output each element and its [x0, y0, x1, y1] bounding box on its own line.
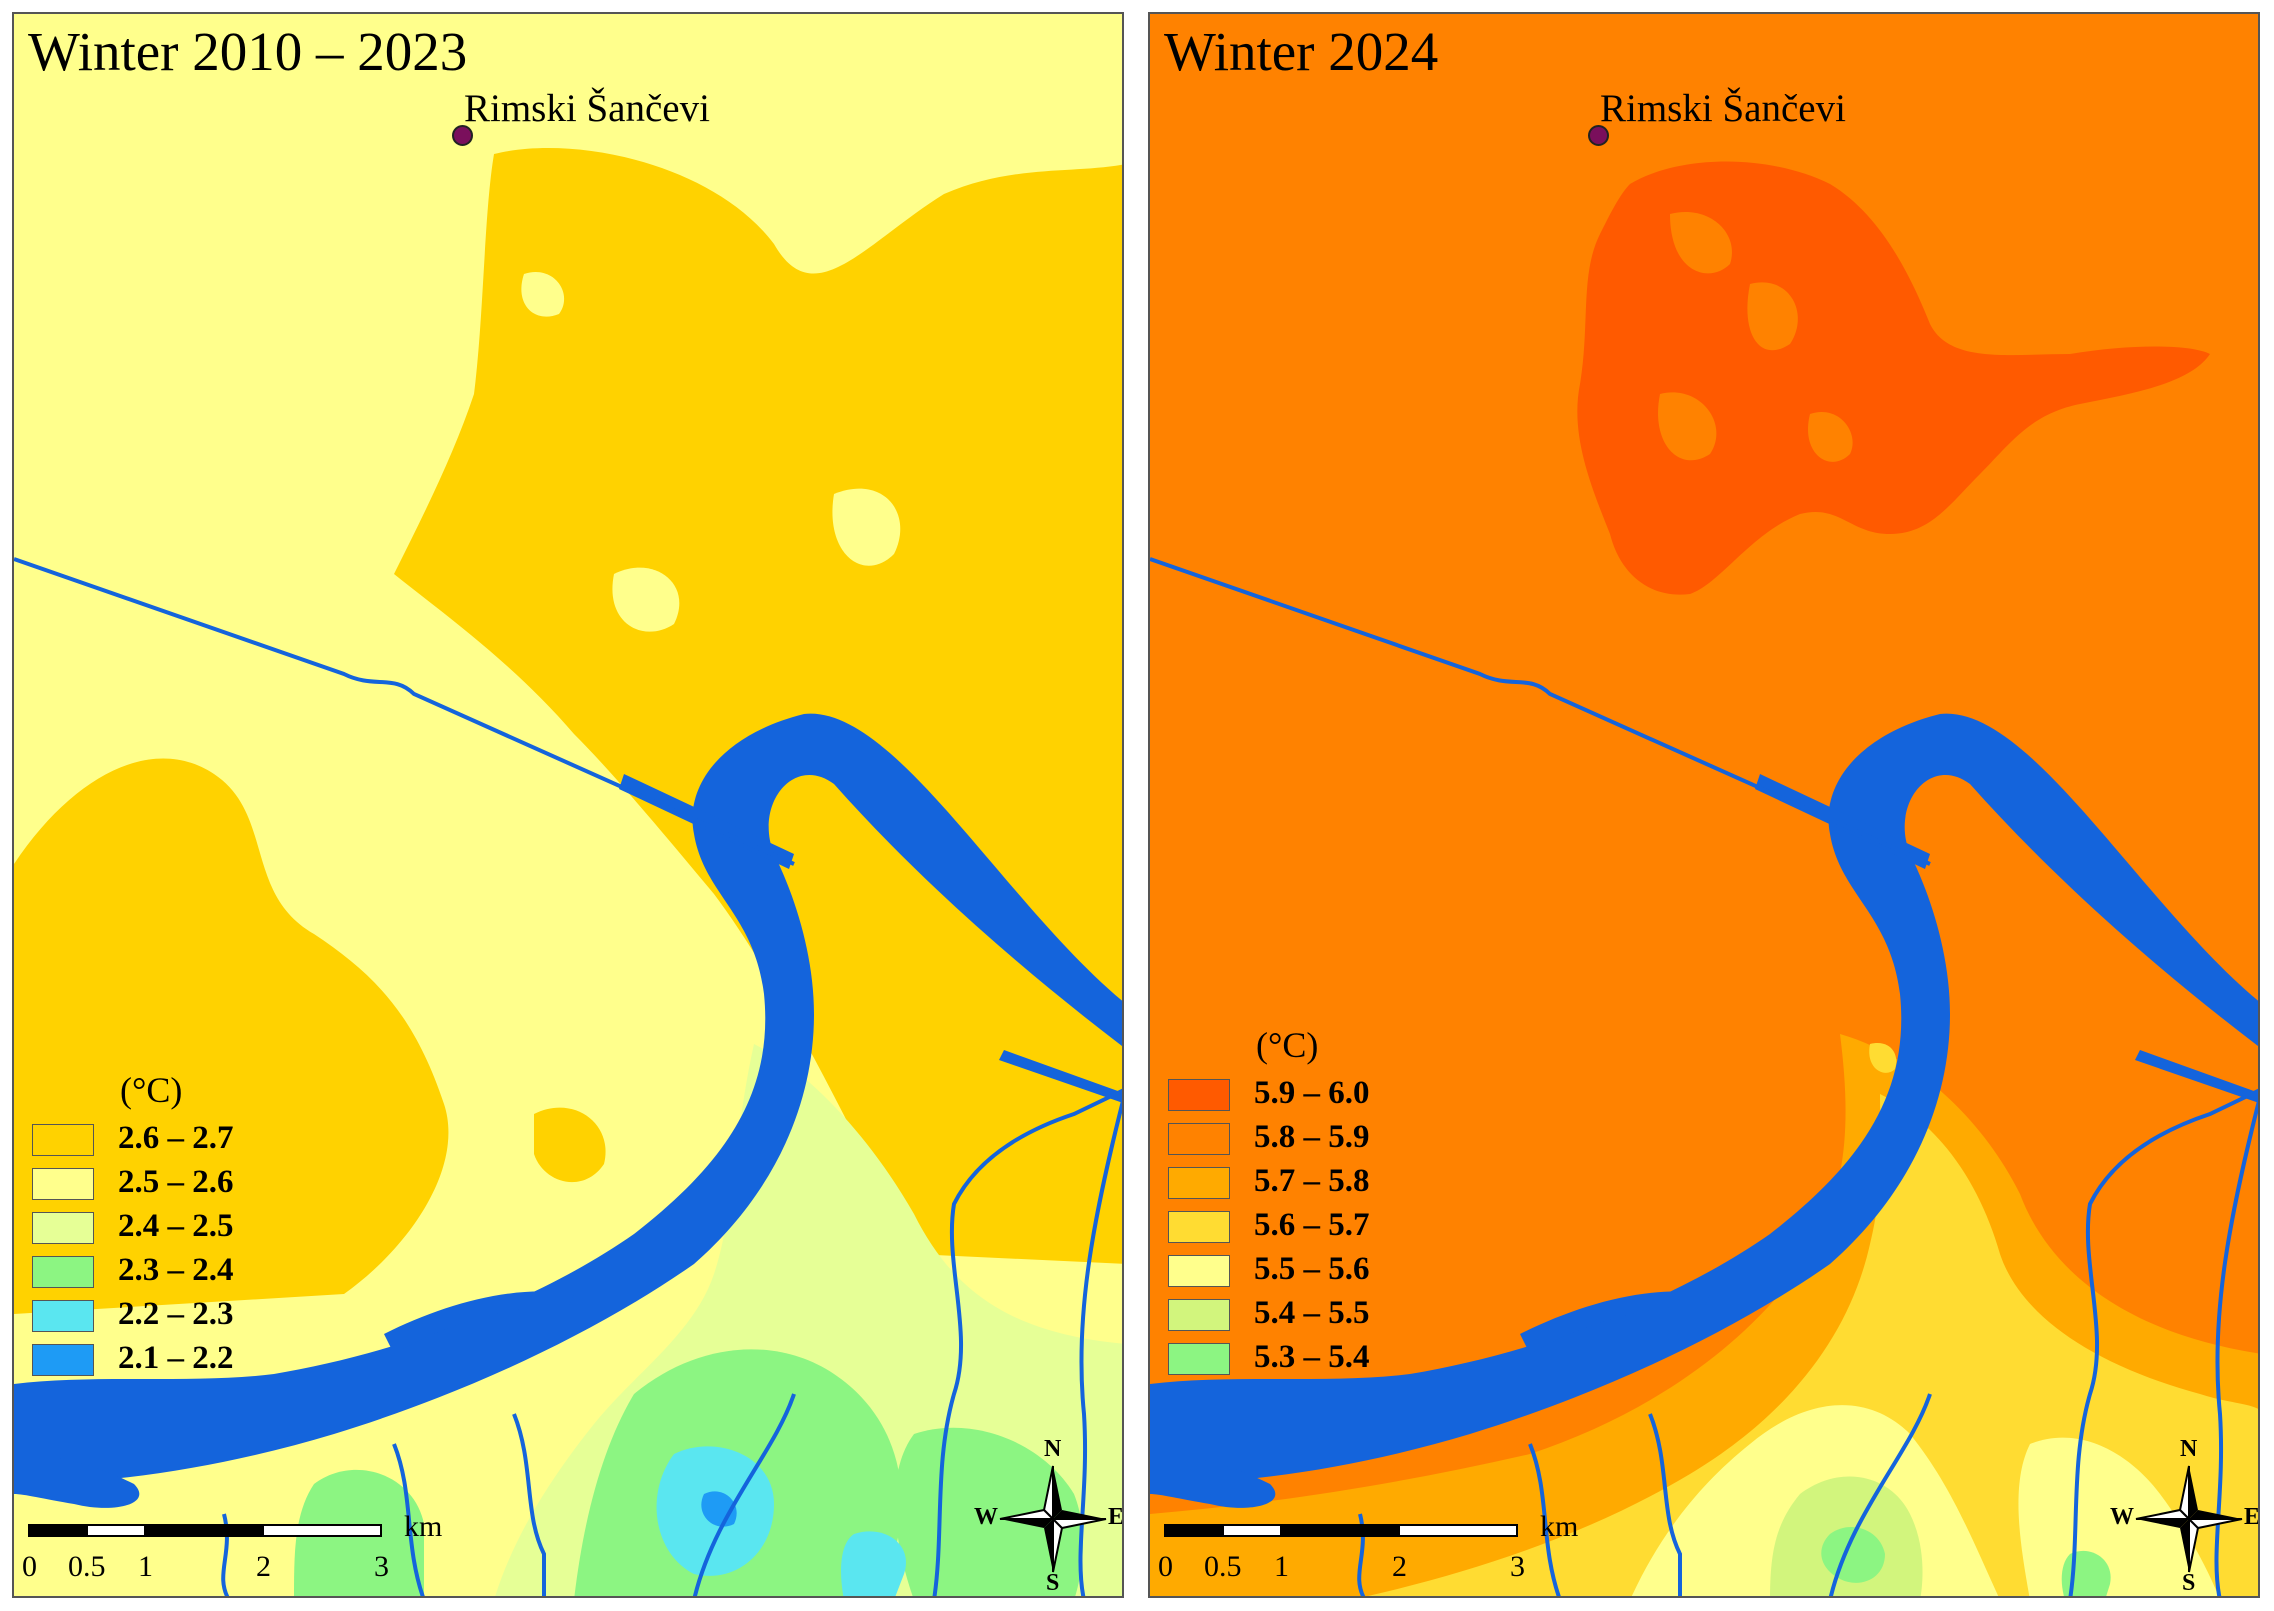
legend-swatch [1168, 1211, 1230, 1243]
site-marker [452, 125, 473, 146]
scale-segment [1222, 1524, 1282, 1537]
compass-w: W [2110, 1504, 2134, 1530]
temperature-map [1150, 14, 2258, 1596]
legend-swatch [32, 1124, 94, 1156]
legend-swatch [1168, 1079, 1230, 1111]
map-panel-2024: Winter 2024 Rimski Šančevi (°C) 5.9 – 6.… [1148, 12, 2260, 1598]
legend-swatch [32, 1168, 94, 1200]
legend-label: 5.5 – 5.6 [1254, 1251, 1370, 1287]
legend-swatch [1168, 1167, 1230, 1199]
map-panel-2010-2023: Winter 2010 – 2023 Rimski Šančevi (°C) 2… [12, 12, 1124, 1598]
legend-label: 5.8 – 5.9 [1254, 1119, 1370, 1155]
legend-label: 2.5 – 2.6 [118, 1164, 234, 1200]
compass-n: N [2180, 1436, 2198, 1462]
legend-swatch [1168, 1299, 1230, 1331]
panel-title: Winter 2024 [1164, 21, 1439, 82]
legend-swatch [1168, 1343, 1230, 1375]
north-arrow-compass-icon: N S E W [2110, 1436, 2260, 1596]
scale-segment [1280, 1524, 1400, 1537]
legend-swatch [1168, 1123, 1230, 1155]
legend-label: 5.9 – 6.0 [1254, 1075, 1370, 1111]
scale-unit: km [404, 1510, 443, 1543]
scale-tick: 3 [374, 1550, 389, 1583]
legend-swatch [1168, 1255, 1230, 1287]
scale-segment [86, 1524, 146, 1537]
scale-bar: km 0 0.5 1 2 3 [1158, 1510, 1578, 1596]
scale-tick: 0.5 [68, 1550, 106, 1583]
temperature-map [14, 14, 1122, 1596]
site-label: Rimski Šančevi [1600, 87, 1846, 130]
scale-segment [1164, 1524, 1224, 1537]
scale-segment [1398, 1524, 1518, 1537]
scale-tick: 0 [1158, 1550, 1173, 1583]
compass-e: E [2244, 1504, 2260, 1530]
legend-swatch [32, 1300, 94, 1332]
compass-s: S [2182, 1570, 2196, 1596]
panel-title: Winter 2010 – 2023 [28, 21, 468, 82]
compass-s: S [1046, 1570, 1060, 1596]
legend-label: 2.3 – 2.4 [118, 1252, 234, 1288]
legend-label: 5.6 – 5.7 [1254, 1207, 1370, 1243]
legend-label: 2.6 – 2.7 [118, 1120, 234, 1156]
legend-label: 2.4 – 2.5 [118, 1208, 234, 1244]
scale-tick: 1 [1274, 1550, 1289, 1583]
scale-tick: 1 [138, 1550, 153, 1583]
scale-segment [262, 1524, 382, 1537]
scale-unit: km [1540, 1510, 1579, 1543]
legend-unit: (°C) [1256, 1025, 1319, 1065]
legend-swatch [32, 1344, 94, 1376]
scale-tick: 0.5 [1204, 1550, 1242, 1583]
compass-n: N [1044, 1436, 1062, 1462]
legend-swatch [32, 1256, 94, 1288]
legend-label: 2.2 – 2.3 [118, 1296, 234, 1332]
site-marker [1588, 125, 1609, 146]
scale-tick: 2 [1392, 1550, 1407, 1583]
legend-unit: (°C) [120, 1070, 183, 1110]
compass-w: W [974, 1504, 998, 1530]
legend-label: 2.1 – 2.2 [118, 1340, 234, 1376]
legend-label: 5.7 – 5.8 [1254, 1163, 1370, 1199]
scale-bar: km 0 0.5 1 2 3 [22, 1510, 442, 1596]
legend-swatch [32, 1212, 94, 1244]
scale-tick: 0 [22, 1550, 37, 1583]
legend-label: 5.4 – 5.5 [1254, 1295, 1370, 1331]
north-arrow-compass-icon: N S E W [974, 1436, 1124, 1596]
compass-e: E [1108, 1504, 1124, 1530]
scale-segment [28, 1524, 88, 1537]
legend-label: 5.3 – 5.4 [1254, 1339, 1370, 1375]
compass-rose-icon [999, 1465, 1107, 1573]
scale-tick: 3 [1510, 1550, 1525, 1583]
site-label: Rimski Šančevi [464, 87, 710, 130]
scale-segment [144, 1524, 264, 1537]
scale-tick: 2 [256, 1550, 271, 1583]
compass-rose-icon [2135, 1465, 2243, 1573]
